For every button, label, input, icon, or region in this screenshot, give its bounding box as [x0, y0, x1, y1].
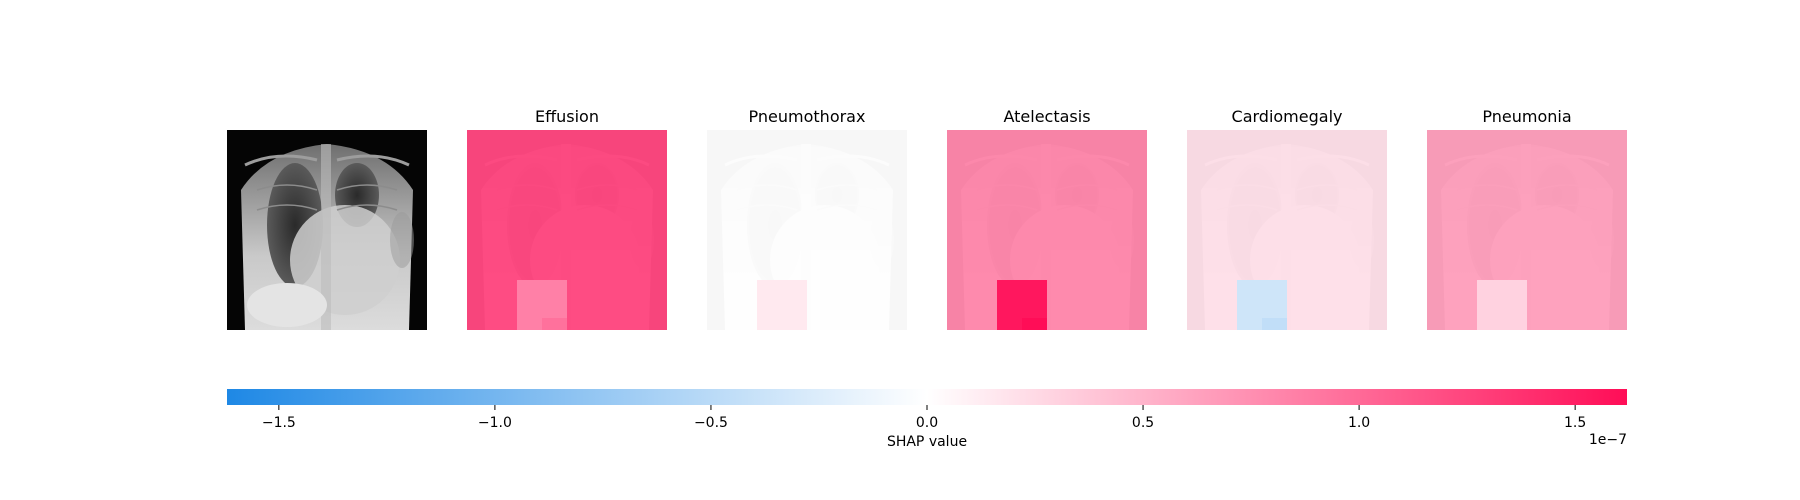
shap-subpatch: [542, 318, 567, 330]
shap-subpatch: [1262, 318, 1287, 330]
panel-title: Atelectasis: [1003, 107, 1090, 126]
colorbar-tick-label: 0.0: [916, 415, 938, 431]
colorbar-offset-text: 1e−7: [1589, 432, 1627, 448]
colorbar-tick-label: 0.5: [1132, 415, 1154, 431]
panel-title: Pneumothorax: [749, 107, 866, 126]
panel-title: Pneumonia: [1482, 107, 1571, 126]
panel-atelectasis: Atelectasis: [945, 107, 1149, 332]
colorbar-label: SHAP value: [887, 434, 967, 450]
original-xray-image: [225, 128, 429, 332]
xray-picture: [225, 128, 429, 332]
colorbar-tick-label: −1.5: [262, 415, 296, 431]
colorbar-gradient: [227, 389, 1627, 405]
panel-pneumothorax: Pneumothorax: [705, 107, 909, 332]
colorbar-tick-label: −1.0: [478, 415, 512, 431]
panel-title: Effusion: [535, 107, 599, 126]
colorbar: −1.5 −1.0 −0.5 0.0 0.5 1.0 1.5 SHAP value 1e−7: [227, 389, 1627, 450]
panels: Effusion Pneumothorax Atelectasis Cardiomeg…: [225, 107, 1629, 332]
panel-effusion: Effusion: [465, 107, 669, 332]
panel-pneumonia: Pneumonia: [1425, 107, 1629, 332]
panel-title: Cardiomegaly: [1232, 107, 1343, 126]
colorbar-tick-label: 1.0: [1348, 415, 1370, 431]
panel-cardiomegaly: Cardiomegaly: [1185, 107, 1389, 332]
shap-subpatch: [1022, 318, 1047, 330]
colorbar-tick-label: 1.5: [1564, 415, 1586, 431]
colorbar-ticks: −1.5 −1.0 −0.5 0.0 0.5 1.0 1.5: [262, 405, 1586, 431]
shap-subpatch: [782, 318, 807, 330]
shap-subpatch: [1502, 318, 1527, 330]
colorbar-tick-label: −0.5: [694, 415, 728, 431]
